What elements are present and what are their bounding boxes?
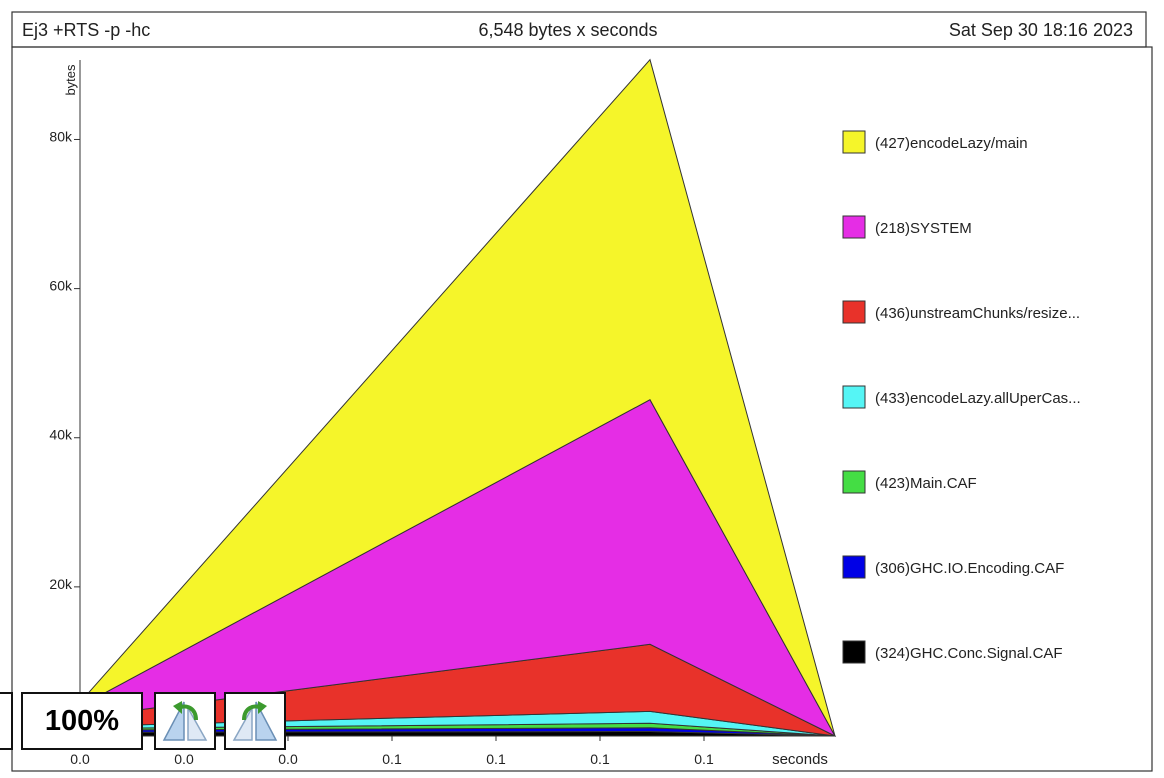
x-tick-label: 0.1 [382, 751, 402, 767]
x-tick-label: 0.1 [694, 751, 714, 767]
legend-swatch [842, 555, 866, 579]
legend-label: (423)Main.CAF [875, 475, 977, 492]
legend-label: (218)SYSTEM [875, 220, 972, 237]
legend-swatch [842, 640, 866, 664]
area-series-group [79, 58, 837, 738]
legend-label: (436)unstreamChunks/resize... [875, 305, 1080, 322]
header-program: Ej3 +RTS -p -hc [22, 20, 150, 40]
rotate-right-icon [232, 701, 278, 741]
header-total: 6,548 bytes x seconds [478, 20, 657, 40]
y-tick-label: 40k [49, 427, 73, 443]
y-tick-label: 60k [49, 278, 73, 294]
x-tick-label: 0.0 [174, 751, 194, 767]
x-tick-label: 0.0 [278, 751, 298, 767]
x-tick-label: 0.1 [486, 751, 506, 767]
y-axis-label: bytes [63, 64, 78, 96]
rotate-right-button[interactable] [224, 692, 286, 750]
zoom-level-label: 100% [44, 704, 120, 737]
legend-swatch [842, 130, 866, 154]
x-axis-label: seconds [772, 751, 828, 768]
x-tick-label: 0.1 [590, 751, 610, 767]
plot-border [11, 46, 1153, 772]
legend-swatch [842, 215, 866, 239]
y-tick-label: 20k [49, 576, 73, 592]
legend-swatch [842, 470, 866, 494]
legend: (427)encodeLazy/main (218)SYSTEM (436)unst… [842, 130, 1081, 664]
zoom-prev-button[interactable] [0, 692, 13, 750]
rotate-left-icon [162, 701, 208, 741]
header-box [11, 11, 1147, 48]
y-tick-label: 80k [49, 128, 73, 144]
legend-label: (306)GHC.IO.Encoding.CAF [875, 560, 1064, 577]
rotate-left-button[interactable] [154, 692, 216, 750]
legend-label: (433)encodeLazy.allUperCas... [875, 390, 1081, 407]
legend-label: (324)GHC.Conc.Signal.CAF [875, 645, 1063, 662]
x-tick-label: 0.0 [70, 751, 90, 767]
legend-label: (427)encodeLazy/main [875, 135, 1028, 152]
zoom-level-button[interactable]: 100% [21, 692, 143, 750]
legend-swatch [842, 300, 866, 324]
header-date: Sat Sep 30 18:16 2023 [949, 20, 1133, 40]
legend-swatch [842, 385, 866, 409]
